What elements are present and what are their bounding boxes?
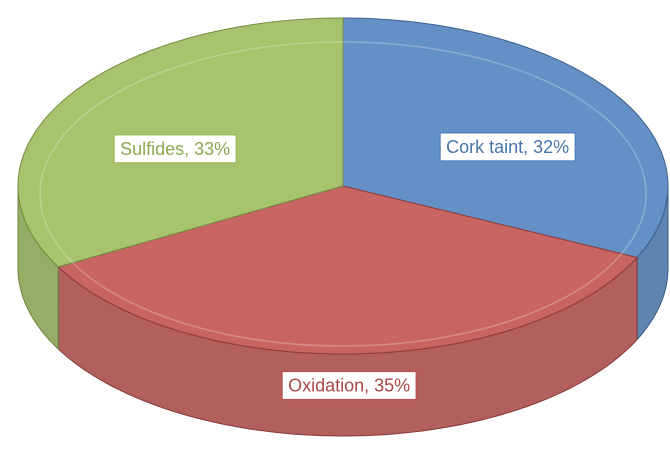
slice bbox=[57, 185, 639, 355]
data-label-text: Sulfides, 33% bbox=[120, 139, 230, 159]
data-label: Oxidation, 35% bbox=[281, 370, 417, 401]
data-label: Sulfides, 33% bbox=[113, 134, 237, 164]
data-label-text: Cork taint, 32% bbox=[446, 137, 569, 157]
data-label: Cork taint, 32% bbox=[439, 132, 576, 162]
data-label-box bbox=[439, 132, 576, 162]
data-label-box bbox=[113, 134, 237, 164]
data-label-box bbox=[281, 370, 417, 401]
data-label-text: Oxidation, 35% bbox=[288, 376, 410, 396]
highlight bbox=[39, 41, 647, 347]
